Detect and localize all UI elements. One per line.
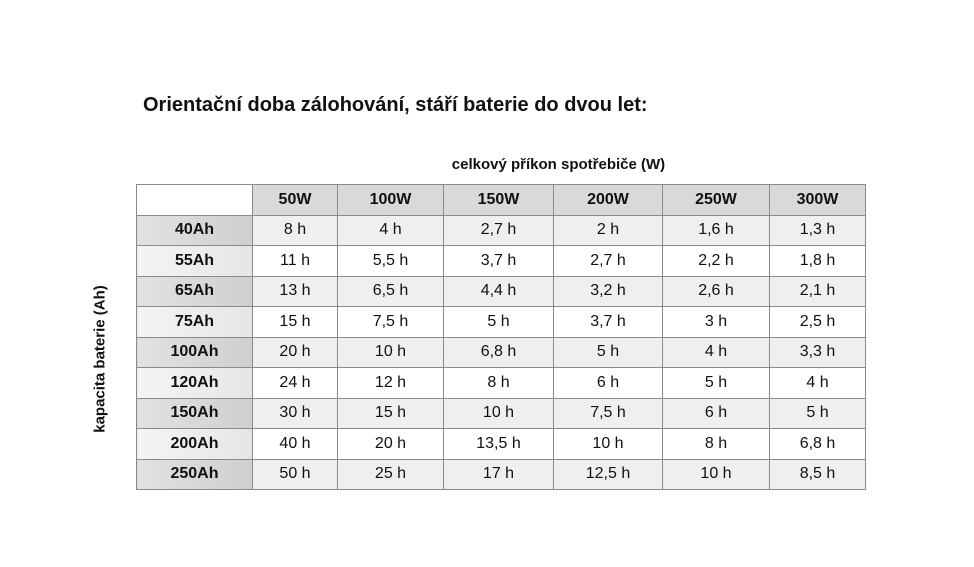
table-cell: 2 h: [553, 214, 663, 246]
table-cell: 1,3 h: [769, 214, 866, 246]
table-cell: 3,7 h: [443, 245, 554, 277]
row-header: 100Ah: [136, 336, 253, 368]
table-cell: 3,2 h: [553, 275, 663, 307]
table-cell: 4 h: [662, 336, 770, 368]
table-cell: 13 h: [252, 275, 338, 307]
table-cell: 7,5 h: [553, 397, 663, 429]
header-row: 50W 100W 150W 200W 250W 300W: [136, 184, 866, 216]
table-cell: 15 h: [252, 306, 338, 338]
table-row: 55Ah 11 h 5,5 h 3,7 h 2,7 h 2,2 h 1,8 h: [136, 245, 866, 277]
row-group-label: kapacita baterie (Ah): [91, 285, 109, 433]
table-cell: 5 h: [769, 397, 866, 429]
table-cell: 4,4 h: [443, 275, 554, 307]
table-cell: 17 h: [443, 458, 554, 490]
table-cell: 2,6 h: [662, 275, 770, 307]
table-cell: 20 h: [337, 428, 444, 460]
table-cell: 3 h: [662, 306, 770, 338]
table-cell: 3,7 h: [553, 306, 663, 338]
table-cell: 3,3 h: [769, 336, 866, 368]
row-header: 65Ah: [136, 275, 253, 307]
column-header: 100W: [337, 184, 444, 216]
table-row: 250Ah 50 h 25 h 17 h 12,5 h 10 h 8,5 h: [136, 458, 866, 490]
column-header: 150W: [443, 184, 554, 216]
table-cell: 13,5 h: [443, 428, 554, 460]
row-header: 75Ah: [136, 306, 253, 338]
table-cell: 2,1 h: [769, 275, 866, 307]
table-cell: 7,5 h: [337, 306, 444, 338]
table-cell: 20 h: [252, 336, 338, 368]
table-cell: 4 h: [769, 367, 866, 399]
table-cell: 1,6 h: [662, 214, 770, 246]
table-cell: 5,5 h: [337, 245, 444, 277]
table-cell: 10 h: [662, 458, 770, 490]
table-cell: 30 h: [252, 397, 338, 429]
table-cell: 25 h: [337, 458, 444, 490]
column-header: 250W: [662, 184, 770, 216]
table-cell: 8 h: [443, 367, 554, 399]
table-cell: 40 h: [252, 428, 338, 460]
table-cell: 2,2 h: [662, 245, 770, 277]
table-cell: 8 h: [662, 428, 770, 460]
table-cell: 8,5 h: [769, 458, 866, 490]
table-cell: 10 h: [337, 336, 444, 368]
table-cell: 2,7 h: [553, 245, 663, 277]
table-cell: 4 h: [337, 214, 444, 246]
page-title: Orientační doba zálohování, stáří bateri…: [143, 94, 648, 116]
table-cell: 12,5 h: [553, 458, 663, 490]
table-cell: 24 h: [252, 367, 338, 399]
corner-cell: [136, 184, 253, 216]
table-cell: 1,8 h: [769, 245, 866, 277]
table-cell: 6,5 h: [337, 275, 444, 307]
table-cell: 2,5 h: [769, 306, 866, 338]
column-header: 50W: [252, 184, 338, 216]
table-cell: 12 h: [337, 367, 444, 399]
table-cell: 10 h: [553, 428, 663, 460]
column-header: 200W: [553, 184, 663, 216]
row-header: 250Ah: [136, 458, 253, 490]
row-header: 120Ah: [136, 367, 253, 399]
table-cell: 5 h: [662, 367, 770, 399]
column-group-label: celkový příkon spotřebiče (W): [451, 156, 666, 173]
table-cell: 15 h: [337, 397, 444, 429]
table-cell: 6,8 h: [443, 336, 554, 368]
table-cell: 10 h: [443, 397, 554, 429]
table-cell: 6 h: [553, 367, 663, 399]
table-cell: 5 h: [553, 336, 663, 368]
table-row: 65Ah 13 h 6,5 h 4,4 h 3,2 h 2,6 h 2,1 h: [136, 275, 866, 307]
table-cell: 50 h: [252, 458, 338, 490]
column-header: 300W: [769, 184, 866, 216]
table-cell: 5 h: [443, 306, 554, 338]
table-cell: 2,7 h: [443, 214, 554, 246]
table-cell: 6 h: [662, 397, 770, 429]
table-cell: 8 h: [252, 214, 338, 246]
table-cell: 6,8 h: [769, 428, 866, 460]
row-header: 40Ah: [136, 214, 253, 246]
row-header: 55Ah: [136, 245, 253, 277]
row-header: 150Ah: [136, 397, 253, 429]
table-cell: 11 h: [252, 245, 338, 277]
row-header: 200Ah: [136, 428, 253, 460]
